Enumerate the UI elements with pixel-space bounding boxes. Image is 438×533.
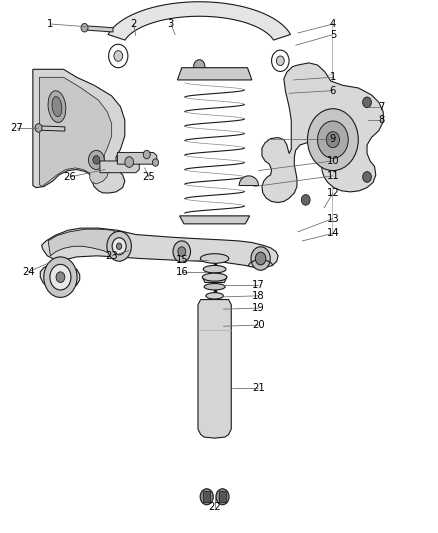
Text: 19: 19 (252, 303, 265, 313)
Circle shape (50, 264, 71, 290)
Polygon shape (40, 228, 278, 290)
Circle shape (272, 50, 289, 71)
Text: 2: 2 (131, 19, 137, 29)
Circle shape (114, 51, 123, 61)
Text: 17: 17 (252, 280, 265, 290)
Text: 20: 20 (252, 320, 265, 330)
Polygon shape (48, 229, 117, 257)
Polygon shape (39, 77, 112, 187)
Ellipse shape (204, 284, 225, 290)
Circle shape (125, 157, 134, 167)
Text: 13: 13 (327, 214, 339, 223)
Text: 23: 23 (106, 251, 118, 261)
Text: 14: 14 (327, 229, 339, 238)
Polygon shape (180, 216, 250, 224)
Text: 3: 3 (168, 19, 174, 29)
Polygon shape (219, 491, 226, 502)
Ellipse shape (206, 293, 223, 299)
Polygon shape (36, 126, 65, 131)
Text: 9: 9 (330, 134, 336, 143)
Circle shape (173, 241, 191, 262)
Text: 5: 5 (330, 30, 336, 39)
Circle shape (178, 247, 186, 256)
Polygon shape (177, 68, 252, 80)
Polygon shape (262, 63, 383, 203)
Circle shape (276, 56, 284, 66)
Ellipse shape (202, 273, 227, 281)
Text: 10: 10 (327, 156, 339, 166)
Text: 21: 21 (252, 383, 265, 393)
Text: 8: 8 (378, 115, 384, 125)
Text: 1: 1 (47, 19, 53, 29)
Polygon shape (108, 2, 290, 40)
Circle shape (200, 489, 213, 505)
Circle shape (318, 121, 348, 158)
Circle shape (88, 150, 104, 169)
Circle shape (307, 109, 358, 171)
Circle shape (93, 156, 100, 164)
Polygon shape (33, 69, 125, 193)
Circle shape (107, 231, 131, 261)
Text: 25: 25 (142, 172, 155, 182)
Text: 24: 24 (22, 267, 35, 277)
Text: 4: 4 (330, 19, 336, 29)
Text: 7: 7 (378, 102, 384, 111)
Circle shape (255, 252, 266, 265)
Ellipse shape (203, 265, 226, 273)
Circle shape (109, 44, 128, 68)
Text: 18: 18 (252, 291, 265, 301)
Circle shape (363, 97, 371, 108)
Circle shape (35, 124, 42, 132)
Text: 16: 16 (175, 267, 188, 277)
Polygon shape (100, 161, 139, 173)
Circle shape (81, 23, 88, 32)
Text: 26: 26 (64, 172, 77, 182)
Circle shape (56, 272, 65, 282)
Circle shape (194, 60, 205, 74)
Circle shape (117, 243, 122, 249)
Polygon shape (202, 277, 227, 282)
Circle shape (363, 172, 371, 182)
Text: 27: 27 (10, 123, 23, 133)
Text: 22: 22 (208, 503, 221, 512)
Circle shape (112, 238, 126, 255)
Text: 15: 15 (175, 255, 188, 265)
Ellipse shape (52, 96, 62, 117)
Polygon shape (82, 26, 113, 32)
Polygon shape (239, 176, 258, 185)
Circle shape (152, 159, 159, 166)
Ellipse shape (200, 254, 229, 263)
Text: 6: 6 (330, 86, 336, 95)
Text: 12: 12 (326, 188, 339, 198)
Ellipse shape (48, 91, 66, 123)
Circle shape (143, 150, 150, 159)
Polygon shape (198, 300, 231, 438)
Circle shape (251, 247, 270, 270)
Polygon shape (203, 491, 210, 502)
Circle shape (216, 489, 229, 505)
Circle shape (326, 132, 339, 148)
Circle shape (44, 257, 77, 297)
Polygon shape (117, 152, 157, 164)
Text: 11: 11 (326, 171, 339, 181)
Circle shape (301, 195, 310, 205)
Text: 1: 1 (330, 72, 336, 82)
